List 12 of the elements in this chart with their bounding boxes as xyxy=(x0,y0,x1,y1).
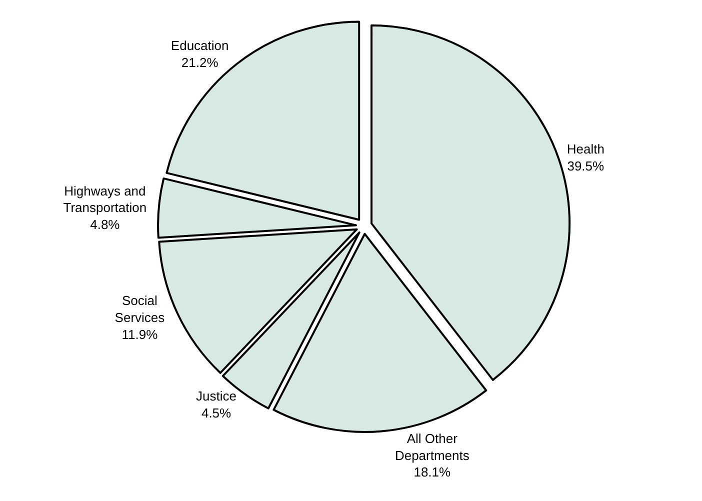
slice-label: Education xyxy=(170,38,229,54)
slice-label: Justice xyxy=(196,388,237,404)
data-label: 39.5% xyxy=(567,158,605,174)
slice-label: Health xyxy=(566,142,604,157)
data-label: 21.2% xyxy=(181,55,219,70)
slice-label: Social Services xyxy=(114,293,166,325)
data-label: 18.1% xyxy=(414,464,452,480)
data-label: 4.8% xyxy=(90,217,120,232)
data-label: 11.9% xyxy=(122,326,158,342)
slice-label: All Other Departments xyxy=(394,430,470,463)
data-label: 4.5% xyxy=(201,405,232,420)
slice-label: Highways and Transportation xyxy=(63,183,147,216)
